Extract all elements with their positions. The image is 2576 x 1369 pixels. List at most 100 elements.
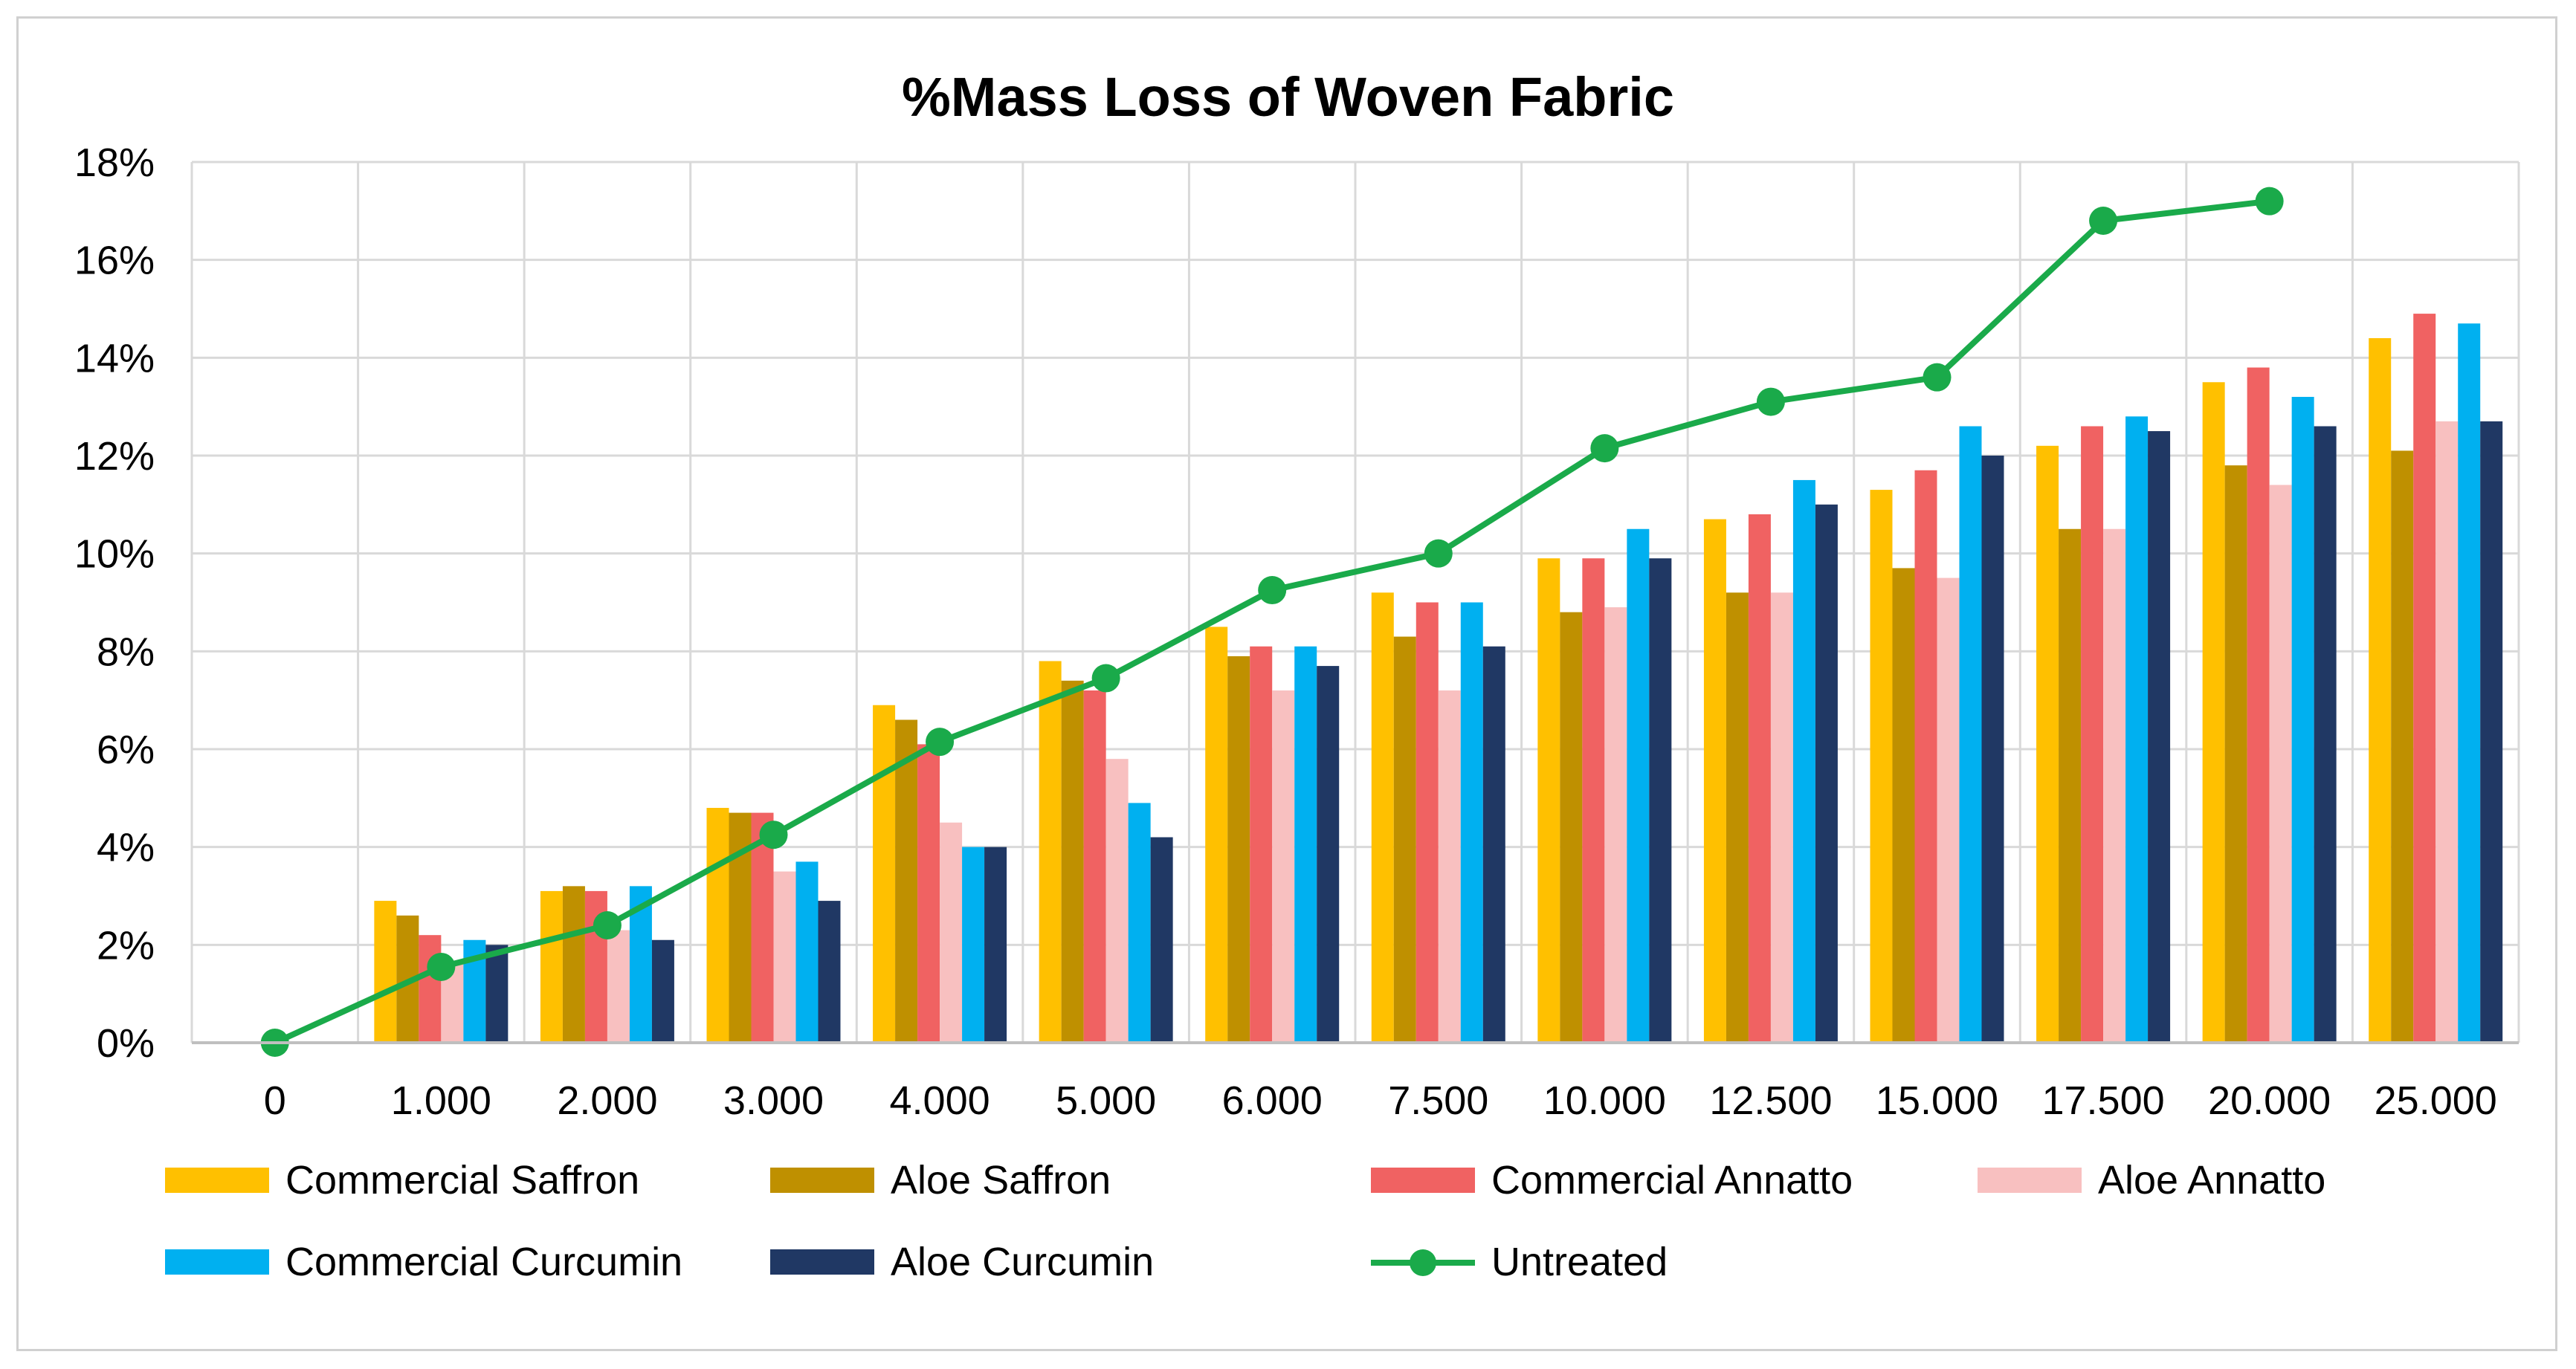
bar-aloe-annatto-4-000 [940,822,963,1043]
point-untreated-15-000 [1923,363,1952,392]
bar-aloe-annatto-5-000 [1105,759,1129,1043]
point-untreated-7-500 [1424,539,1453,568]
bar-commercial-annatto-3-000 [751,812,774,1043]
x-tick-label: 3.000 [723,1078,824,1123]
point-untreated-6-000 [1258,576,1287,605]
x-tick-label: 7.500 [1388,1078,1488,1123]
bar-aloe-saffron-12-500 [1726,592,1749,1043]
bar-aloe-annatto-17-500 [2103,528,2126,1043]
bar-aloe-saffron-4-000 [895,719,918,1043]
bar-aloe-curcumin-10-000 [1649,558,1672,1043]
bar-commercial-annatto-1-000 [419,935,442,1043]
bar-aloe-curcumin-25-000 [2480,421,2503,1043]
x-tick-label: 17.500 [2041,1078,2164,1123]
bar-aloe-curcumin-12-500 [1815,504,1838,1043]
y-tick-label: 12% [74,434,155,479]
bar-commercial-curcumin-15-000 [1959,426,1982,1043]
x-tick-label: 6.000 [1222,1078,1323,1123]
bar-aloe-annatto-15-000 [1937,577,1960,1043]
bar-aloe-annatto-3-000 [773,871,796,1043]
x-tick-label: 1.000 [391,1078,491,1123]
y-tick-label: 8% [97,630,155,674]
x-tick-label: 25.000 [2375,1078,2497,1123]
bar-aloe-curcumin-20-000 [2314,426,2337,1043]
bar-commercial-annatto-12-500 [1748,514,1771,1043]
bar-commercial-saffron-7-500 [1371,592,1394,1043]
x-tick-label: 12.500 [1709,1078,1832,1123]
bar-aloe-curcumin-7-500 [1482,646,1505,1043]
bars [374,314,2503,1043]
bar-aloe-annatto-12-500 [1770,592,1793,1043]
bar-aloe-saffron-6-000 [1227,656,1250,1043]
x-tick-label: 5.000 [1056,1078,1156,1123]
bar-commercial-saffron-10-000 [1537,558,1560,1043]
y-tick-label: 2% [97,923,155,968]
bar-commercial-curcumin-25-000 [2458,323,2481,1043]
bar-commercial-annatto-4-000 [917,744,940,1043]
chart-title: %Mass Loss of Woven Fabric [902,66,1674,128]
bar-commercial-curcumin-3-000 [795,861,819,1043]
bar-aloe-saffron-15-000 [1892,568,1915,1043]
bar-aloe-curcumin-4-000 [984,847,1007,1043]
bar-aloe-saffron-5-000 [1061,680,1084,1043]
x-tick-label: 10.000 [1543,1078,1666,1123]
bar-commercial-curcumin-20-000 [2291,397,2314,1043]
bar-commercial-annatto-10-000 [1582,558,1605,1043]
bar-aloe-saffron-10-000 [1560,612,1583,1043]
untreated-line [260,187,2284,1057]
bar-aloe-curcumin-15-000 [1981,456,2004,1043]
bar-aloe-curcumin-17-500 [2148,431,2171,1043]
bar-commercial-annatto-15-000 [1914,470,1937,1043]
point-untreated-17-500 [2089,207,2118,235]
bar-aloe-curcumin-5-000 [1150,837,1173,1043]
bar-commercial-saffron-1-000 [374,901,397,1043]
point-untreated-2-000 [593,911,622,939]
bar-aloe-annatto-2-000 [607,930,630,1043]
bar-commercial-annatto-17-500 [2081,426,2104,1043]
y-tick-label: 0% [97,1021,155,1066]
bar-commercial-curcumin-5-000 [1128,803,1151,1043]
bar-commercial-annatto-25-000 [2413,314,2436,1043]
bar-aloe-annatto-20-000 [2269,485,2292,1043]
bar-commercial-saffron-20-000 [2202,382,2225,1043]
bar-commercial-annatto-7-500 [1415,602,1439,1043]
bar-aloe-curcumin-6-000 [1317,666,1340,1043]
bar-aloe-saffron-20-000 [2224,465,2247,1043]
bar-aloe-saffron-2-000 [562,886,585,1043]
bar-commercial-saffron-3-000 [706,808,729,1043]
x-tick-label: 0 [264,1078,286,1123]
bar-aloe-curcumin-2-000 [651,939,674,1043]
bar-commercial-annatto-5-000 [1083,690,1106,1043]
point-untreated-10-000 [1590,434,1619,463]
point-untreated-5-000 [1091,664,1120,693]
bar-aloe-saffron-7-500 [1393,636,1416,1043]
y-tick-label: 16% [74,239,155,283]
bar-commercial-saffron-25-000 [2369,338,2392,1043]
x-tick-label: 4.000 [890,1078,990,1123]
bar-commercial-annatto-20-000 [2247,367,2270,1043]
bar-commercial-curcumin-4-000 [962,847,985,1043]
axes: 0% 2% 4% 6% 8% 10% 12% 14% 16% 18% 0 1.000 2.000 3.00… [74,140,2519,1123]
bar-aloe-annatto-10-000 [1604,607,1627,1043]
bar-commercial-saffron-6-000 [1205,627,1228,1043]
y-tick-label: 18% [74,140,155,185]
bar-commercial-curcumin-17-500 [2125,416,2149,1043]
bar-aloe-saffron-25-000 [2391,450,2414,1043]
bar-commercial-curcumin-7-500 [1460,602,1483,1043]
x-tick-label: 15.000 [1876,1078,1998,1123]
point-untreated-3-000 [759,821,788,849]
bar-commercial-curcumin-12-500 [1792,479,1815,1043]
bar-commercial-saffron-5-000 [1039,661,1062,1043]
x-tick-label: 20.000 [2208,1078,2331,1123]
bar-commercial-saffron-2-000 [540,890,563,1043]
point-untreated-20-000 [2255,187,2284,216]
point-untreated-12-500 [1756,387,1785,416]
bar-aloe-annatto-7-500 [1438,690,1461,1043]
bar-commercial-curcumin-6-000 [1294,646,1317,1043]
x-tick-label: 2.000 [557,1078,657,1123]
bar-aloe-curcumin-3-000 [818,901,841,1043]
y-tick-label: 4% [97,826,155,870]
bar-commercial-annatto-6-000 [1250,646,1273,1043]
bar-commercial-saffron-4-000 [873,705,896,1043]
